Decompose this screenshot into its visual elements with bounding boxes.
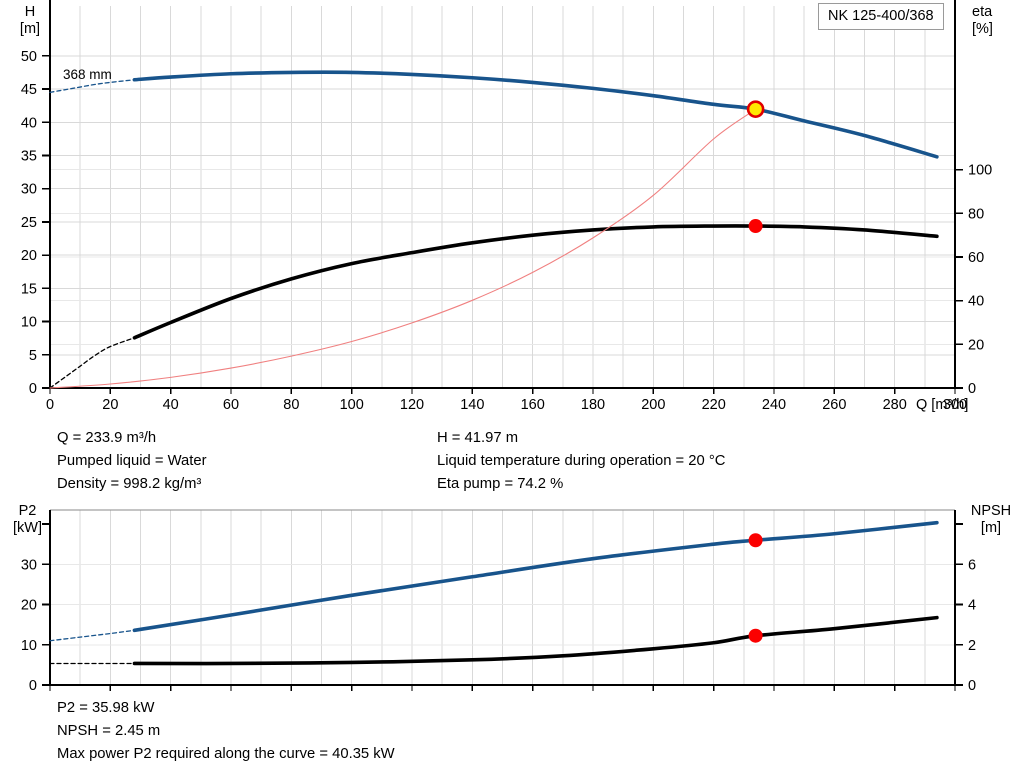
power-npsh-chart: 0 10 20 30 0 2 4 6 bbox=[21, 509, 976, 694]
svg-text:140: 140 bbox=[460, 397, 484, 413]
top-left-axis-name: H bbox=[24, 4, 36, 20]
svg-text:100: 100 bbox=[968, 163, 992, 179]
svg-text:40: 40 bbox=[21, 115, 37, 131]
bottom-left-axis-label: P2 [kW] bbox=[5, 503, 50, 537]
info-p2: P2 = 35.98 kW bbox=[57, 700, 155, 716]
bottom-left-axis-unit: [kW] bbox=[13, 520, 42, 537]
svg-text:60: 60 bbox=[968, 250, 984, 266]
svg-text:20: 20 bbox=[968, 337, 984, 353]
top-right-axis-name: eta bbox=[972, 4, 993, 20]
svg-text:30: 30 bbox=[21, 557, 37, 573]
info-density: Density = 998.2 kg/m³ bbox=[57, 476, 202, 492]
info-q: Q = 233.9 m³/h bbox=[57, 430, 157, 446]
info-npsh: NPSH = 2.45 m bbox=[57, 723, 161, 739]
svg-text:120: 120 bbox=[400, 397, 424, 413]
top-left-axis-unit: [m] bbox=[19, 21, 41, 38]
bottom-right-axis-unit: [m] bbox=[980, 520, 1002, 537]
svg-text:20: 20 bbox=[102, 397, 118, 413]
svg-text:180: 180 bbox=[581, 397, 605, 413]
svg-text:80: 80 bbox=[283, 397, 299, 413]
svg-text:20: 20 bbox=[21, 248, 37, 264]
svg-text:4: 4 bbox=[968, 598, 976, 614]
svg-text:0: 0 bbox=[29, 381, 37, 397]
info-pumped-liquid: Pumped liquid = Water bbox=[57, 453, 207, 469]
svg-text:6: 6 bbox=[968, 557, 976, 573]
info-liquid-temperature: Liquid temperature during operation = 20… bbox=[437, 453, 726, 469]
svg-text:100: 100 bbox=[340, 397, 364, 413]
svg-text:10: 10 bbox=[21, 638, 37, 654]
bottom-left-axis-name: P2 bbox=[18, 503, 37, 519]
info-h: H = 41.97 m bbox=[437, 430, 519, 446]
svg-text:0: 0 bbox=[46, 397, 54, 413]
svg-text:0: 0 bbox=[29, 678, 37, 694]
top-right-axis-label: eta [%] bbox=[972, 4, 993, 38]
svg-text:300: 300 bbox=[943, 397, 967, 413]
svg-text:260: 260 bbox=[822, 397, 846, 413]
svg-text:220: 220 bbox=[702, 397, 726, 413]
svg-text:200: 200 bbox=[641, 397, 665, 413]
svg-text:2: 2 bbox=[968, 638, 976, 654]
top-x-axis-label: Q [m³/h] bbox=[916, 397, 969, 413]
svg-text:60: 60 bbox=[223, 397, 239, 413]
top-left-axis-label: H [m] bbox=[15, 4, 45, 38]
bottom-right-axis-label: NPSH [m] bbox=[965, 503, 1017, 537]
svg-text:5: 5 bbox=[29, 348, 37, 364]
info-max-power: Max power P2 required along the curve = … bbox=[57, 746, 395, 762]
svg-text:15: 15 bbox=[21, 281, 37, 297]
svg-text:35: 35 bbox=[21, 148, 37, 164]
impeller-diameter-tag: 368 mm bbox=[63, 67, 112, 82]
head-efficiency-chart: 0 5 10 15 20 25 30 35 40 45 50 0 20 40 60 80 100 0 20 40 60 8… bbox=[21, 0, 992, 413]
svg-text:80: 80 bbox=[968, 206, 984, 222]
svg-text:40: 40 bbox=[163, 397, 179, 413]
svg-text:20: 20 bbox=[21, 598, 37, 614]
svg-text:50: 50 bbox=[21, 49, 37, 65]
svg-text:280: 280 bbox=[883, 397, 907, 413]
svg-text:30: 30 bbox=[21, 182, 37, 198]
svg-text:25: 25 bbox=[21, 215, 37, 231]
svg-text:240: 240 bbox=[762, 397, 786, 413]
svg-text:10: 10 bbox=[21, 315, 37, 331]
svg-text:160: 160 bbox=[521, 397, 545, 413]
svg-text:0: 0 bbox=[968, 678, 976, 694]
svg-text:45: 45 bbox=[21, 82, 37, 98]
bottom-right-axis-name: NPSH bbox=[970, 503, 1012, 519]
info-eta-pump: Eta pump = 74.2 % bbox=[437, 476, 564, 492]
top-right-axis-unit: [%] bbox=[972, 21, 993, 38]
pump-model-title: NK 125-400/368 bbox=[818, 3, 944, 30]
svg-text:0: 0 bbox=[968, 381, 976, 397]
svg-text:40: 40 bbox=[968, 294, 984, 310]
